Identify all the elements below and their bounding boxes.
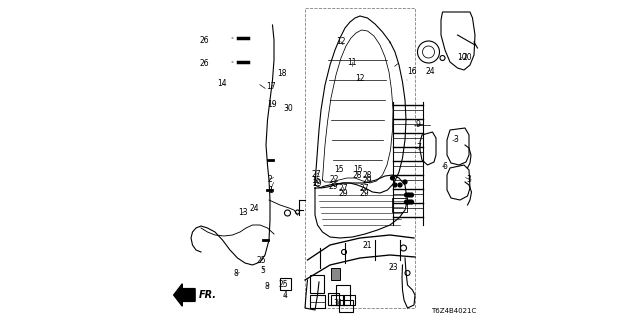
Text: 19: 19 bbox=[267, 100, 277, 108]
Circle shape bbox=[403, 180, 407, 184]
Text: 29: 29 bbox=[360, 189, 370, 198]
Bar bbox=[310, 275, 324, 293]
Bar bbox=[280, 278, 291, 290]
Text: 27: 27 bbox=[312, 170, 322, 179]
Bar bbox=[331, 268, 340, 280]
Polygon shape bbox=[173, 284, 195, 306]
Text: 25: 25 bbox=[278, 280, 288, 289]
Text: 16: 16 bbox=[407, 67, 417, 76]
Text: 8: 8 bbox=[265, 282, 269, 291]
Circle shape bbox=[404, 193, 408, 197]
Text: 11: 11 bbox=[348, 58, 356, 67]
Text: T6Z4B4021C: T6Z4B4021C bbox=[431, 308, 477, 314]
Text: 8: 8 bbox=[234, 269, 239, 278]
Text: 10: 10 bbox=[457, 53, 467, 62]
Text: 14: 14 bbox=[218, 79, 227, 88]
Text: 15: 15 bbox=[311, 176, 321, 185]
Bar bbox=[310, 295, 325, 308]
Circle shape bbox=[398, 183, 402, 187]
Text: 26: 26 bbox=[199, 36, 209, 44]
Circle shape bbox=[407, 193, 411, 197]
Text: 29: 29 bbox=[329, 182, 339, 191]
Text: 24: 24 bbox=[250, 204, 260, 212]
Text: 15: 15 bbox=[353, 165, 364, 174]
Circle shape bbox=[390, 176, 394, 180]
Text: 1: 1 bbox=[268, 186, 273, 195]
Text: 30: 30 bbox=[283, 104, 293, 113]
Text: 25: 25 bbox=[257, 256, 267, 265]
Text: 22: 22 bbox=[329, 175, 339, 184]
Text: 21: 21 bbox=[362, 241, 372, 250]
Bar bbox=[392, 198, 406, 212]
Text: FR.: FR. bbox=[199, 290, 217, 300]
Text: 28: 28 bbox=[352, 171, 362, 180]
Text: 23: 23 bbox=[388, 263, 398, 272]
Text: 15: 15 bbox=[333, 165, 344, 174]
Text: 24: 24 bbox=[426, 67, 435, 76]
Bar bbox=[342, 295, 355, 305]
Text: 3: 3 bbox=[467, 175, 471, 184]
Text: 27: 27 bbox=[338, 184, 348, 193]
Text: 17: 17 bbox=[266, 82, 276, 91]
Text: 3: 3 bbox=[454, 135, 458, 144]
Bar bbox=[328, 293, 339, 305]
Text: 29: 29 bbox=[362, 176, 372, 185]
Circle shape bbox=[407, 200, 411, 204]
Text: 18: 18 bbox=[277, 69, 286, 78]
Text: 2: 2 bbox=[267, 175, 272, 184]
Text: 28: 28 bbox=[363, 171, 372, 180]
Text: 5: 5 bbox=[260, 266, 266, 275]
Text: 12: 12 bbox=[355, 74, 365, 83]
Text: 27: 27 bbox=[359, 184, 369, 193]
Text: 26: 26 bbox=[199, 59, 209, 68]
Text: 31: 31 bbox=[333, 299, 343, 308]
Bar bbox=[336, 285, 350, 305]
Text: 7: 7 bbox=[417, 143, 422, 152]
Bar bbox=[331, 295, 344, 305]
Text: 6: 6 bbox=[442, 162, 447, 171]
Circle shape bbox=[410, 200, 413, 204]
Text: 29: 29 bbox=[313, 180, 323, 188]
Circle shape bbox=[393, 183, 397, 187]
Text: 9: 9 bbox=[415, 120, 420, 129]
Text: 20: 20 bbox=[462, 53, 472, 62]
Bar bbox=[339, 300, 353, 312]
Text: 12: 12 bbox=[336, 37, 346, 46]
Text: 13: 13 bbox=[237, 208, 248, 217]
Text: 29: 29 bbox=[339, 189, 348, 198]
Circle shape bbox=[404, 200, 408, 204]
Circle shape bbox=[410, 193, 413, 197]
Text: 4: 4 bbox=[282, 292, 287, 300]
